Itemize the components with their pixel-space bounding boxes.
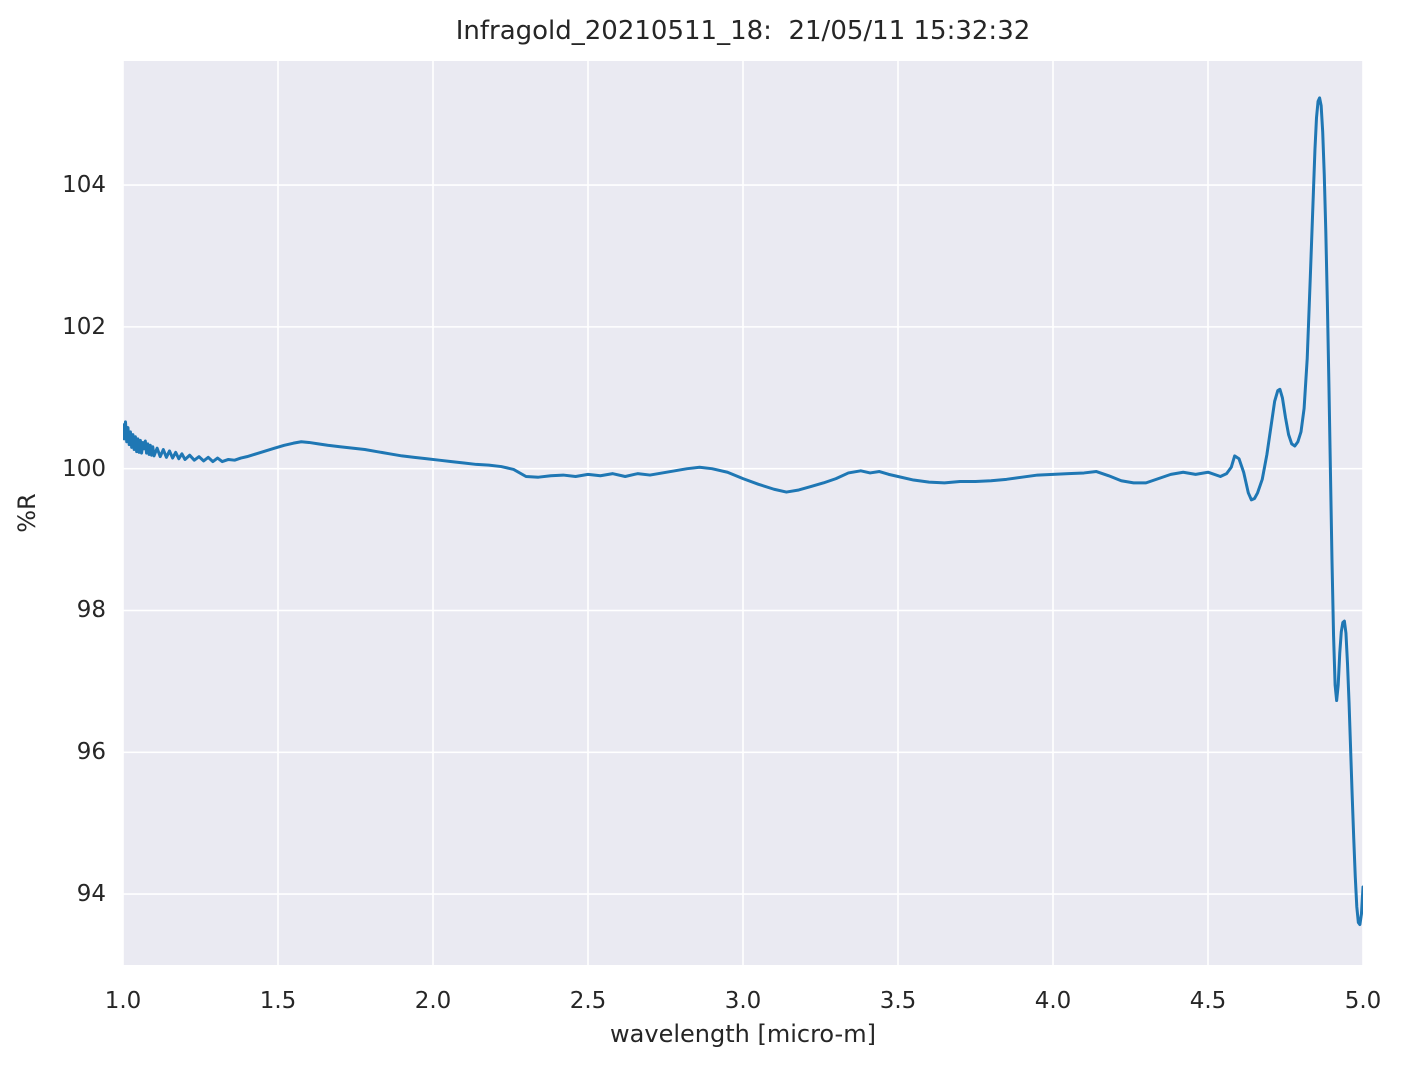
x-tick-label: 1.5: [259, 988, 297, 1014]
x-tick-label: 2.0: [414, 988, 452, 1014]
y-tick-label: 98: [76, 597, 106, 624]
x-axis-label: wavelength [micro-m]: [610, 1020, 876, 1048]
y-axis-label: %R: [13, 493, 41, 533]
x-tick-label: 4.5: [1189, 988, 1227, 1014]
chart-canvas: [123, 61, 1363, 965]
y-tick-label: 96: [76, 739, 106, 766]
x-tick-label: 2.5: [569, 988, 607, 1014]
y-tick-label: 94: [76, 881, 106, 908]
x-tick-label: 3.0: [724, 988, 762, 1014]
y-tick-label: 102: [62, 313, 106, 340]
chart-title: Infragold_20210511_18: 21/05/11 15:32:32: [455, 16, 1031, 46]
y-tick-label: 100: [62, 455, 106, 482]
x-tick-label: 4.0: [1034, 988, 1072, 1014]
y-tick-label: 104: [62, 172, 106, 199]
x-tick-label: 3.5: [879, 988, 917, 1014]
plot-area: [123, 61, 1363, 965]
x-tick-label: 5.0: [1344, 988, 1382, 1014]
series-line: [123, 96, 1363, 927]
x-tick-label: 1.0: [104, 988, 142, 1014]
